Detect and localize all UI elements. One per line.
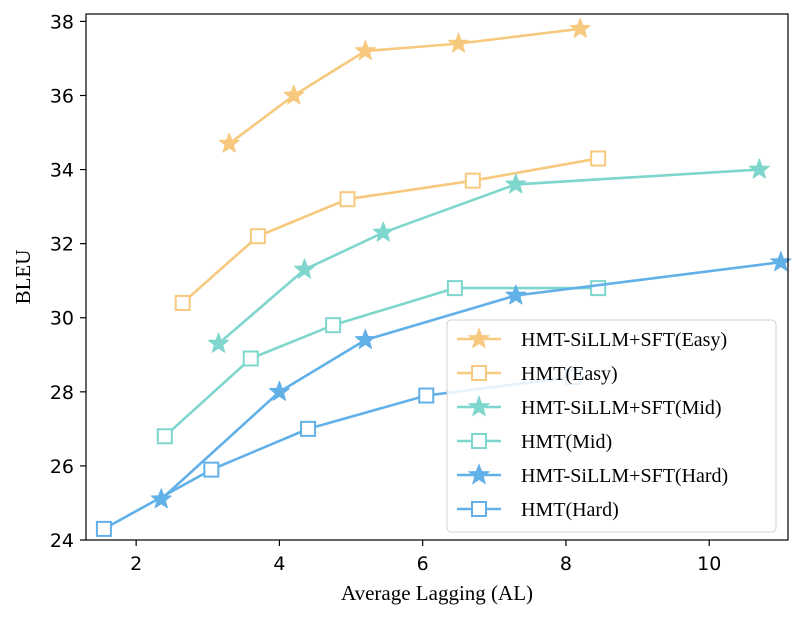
data-point-square	[590, 280, 607, 297]
y-tick-label: 24	[50, 530, 74, 552]
legend-item-hmt-sillm-sft-mid: HMT-SiLLM+SFT(Mid)	[457, 395, 722, 419]
data-point-star	[748, 158, 770, 179]
x-tick-label: 10	[697, 553, 721, 575]
data-point-star	[218, 132, 240, 153]
series-line	[217, 168, 760, 345]
legend-item-hmt-sillm-sft-hard: HMT-SiLLM+SFT(Hard)	[457, 463, 728, 487]
data-point-square	[174, 294, 191, 311]
data-point-star	[569, 17, 591, 38]
y-tick-label: 28	[50, 382, 74, 404]
legend: HMT-SiLLM+SFT(Easy) HMT(Easy) HMT-SiLLM+SF…	[446, 319, 777, 533]
y-tick-label: 26	[50, 456, 74, 478]
legend-item-hmt-sillm-sft-easy: HMT-SiLLM+SFT(Easy)	[457, 327, 727, 351]
legend-label: HMT(Mid)	[521, 431, 612, 453]
legend-square-marker	[471, 501, 487, 517]
data-point-star	[448, 32, 469, 53]
data-point-square	[300, 420, 317, 437]
legend-square-marker	[471, 433, 487, 449]
data-point-star	[208, 332, 230, 353]
series-hmt-sillm-sft-hard	[150, 251, 792, 509]
data-point-square	[418, 387, 435, 404]
legend-label: HMT-SiLLM+SFT(Mid)	[521, 397, 722, 419]
legend-item-hmt-easy: HMT(Easy)	[457, 363, 618, 385]
y-tick-label: 38	[50, 11, 74, 33]
data-point-star	[293, 258, 315, 279]
series-layer	[95, 17, 792, 537]
data-point-star	[354, 328, 376, 349]
plot-frame	[85, 13, 789, 541]
data-point-star	[372, 221, 394, 242]
data-point-square	[203, 461, 220, 478]
legend-square-marker	[471, 365, 487, 381]
y-tick-label: 30	[50, 308, 74, 330]
data-point-star	[505, 173, 527, 194]
x-tick-label: 6	[417, 553, 429, 575]
data-point-square	[242, 350, 259, 367]
legend-item-hmt-mid: HMT(Mid)	[457, 431, 612, 453]
data-point-square	[325, 317, 342, 334]
legend-label: HMT(Hard)	[521, 499, 619, 521]
data-point-star	[268, 380, 290, 401]
data-point-square	[339, 191, 356, 208]
data-point-star	[505, 284, 527, 305]
x-tick-label: 4	[273, 553, 285, 575]
legend-item-hmt-hard: HMT(Hard)	[457, 499, 619, 521]
data-point-star	[354, 40, 376, 61]
y-axis-label: BLEU	[11, 250, 35, 305]
x-tick-label: 8	[560, 553, 572, 575]
data-point-square	[156, 428, 173, 445]
data-point-square	[464, 172, 481, 189]
legend-star-marker	[467, 327, 491, 349]
legend-label: HMT(Easy)	[521, 363, 618, 385]
series-hmt-sillm-sft-easy	[218, 17, 591, 153]
y-tick-label: 34	[50, 160, 74, 182]
data-point-square	[590, 150, 607, 167]
data-point-square	[446, 280, 463, 297]
data-point-square	[249, 228, 266, 245]
y-tick-label: 36	[50, 85, 74, 107]
series-hmt-sillm-sft-mid	[208, 158, 770, 353]
x-tick-label: 2	[130, 553, 142, 575]
y-tick-label: 32	[50, 234, 74, 256]
data-point-star	[283, 84, 305, 105]
legend-star-marker	[467, 463, 491, 485]
series-line	[228, 27, 581, 145]
x-axis-label: Average Lagging (AL)	[341, 581, 533, 605]
legend-label: HMT-SiLLM+SFT(Hard)	[521, 465, 728, 487]
legend-star-marker	[467, 395, 491, 417]
legend-label: HMT-SiLLM+SFT(Easy)	[521, 329, 727, 351]
data-point-square	[95, 520, 112, 537]
series-hmt-easy	[174, 150, 607, 311]
legend-box	[446, 319, 777, 533]
